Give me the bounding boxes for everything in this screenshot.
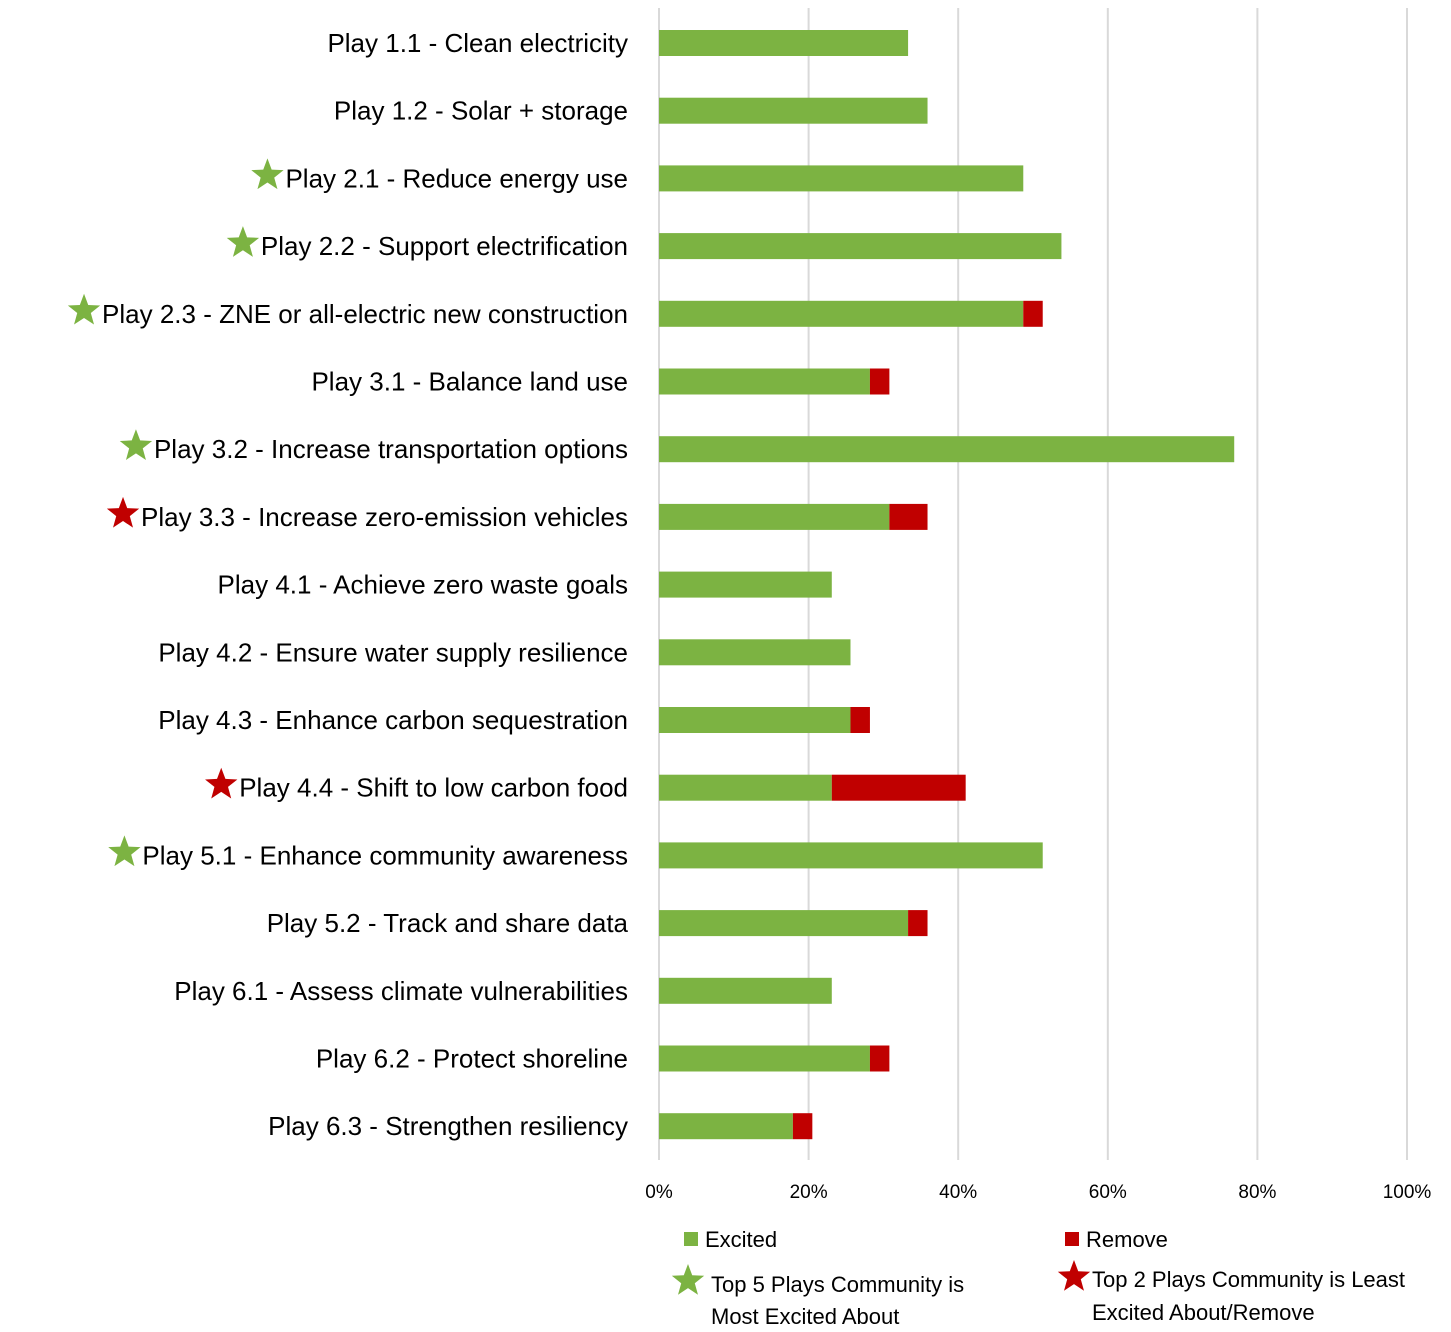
red-star-icon	[205, 767, 238, 799]
green-star-icon	[119, 429, 153, 460]
category-label: Play 2.2 - Support electrification	[261, 231, 628, 261]
bar-excited	[659, 436, 1235, 463]
legend-top5-label-line1: Top 5 Plays Community is	[711, 1272, 964, 1297]
green-star-icon	[108, 835, 141, 867]
bar-remove	[792, 1113, 813, 1140]
x-tick-label: 0%	[645, 1182, 673, 1203]
x-tick-label: 60%	[1089, 1182, 1127, 1203]
x-tick-label: 20%	[790, 1182, 828, 1203]
bar-excited	[659, 1113, 793, 1140]
bar-remove	[850, 707, 870, 733]
green-star-icon	[251, 158, 284, 190]
bar-excited	[659, 233, 1062, 260]
category-label: Play 4.2 - Ensure water supply resilienc…	[158, 637, 628, 667]
category-label: Play 1.1 - Clean electricity	[327, 28, 628, 58]
category-label: Play 6.1 - Assess climate vulnerabilitie…	[174, 976, 628, 1006]
bar-remove	[908, 910, 928, 937]
bar-excited	[659, 977, 832, 1004]
bar-remove	[831, 774, 966, 801]
legend-excited-label: Excited	[705, 1227, 777, 1252]
category-label: Play 3.1 - Balance land use	[311, 367, 628, 397]
legend-green-star-icon	[671, 1264, 705, 1295]
x-tick-label: 100%	[1383, 1182, 1432, 1203]
bar-excited	[659, 503, 890, 530]
x-tick-label: 40%	[939, 1182, 977, 1203]
bar-excited	[659, 97, 928, 124]
bar-remove	[889, 503, 928, 530]
bar-excited	[659, 639, 851, 666]
category-label: Play 6.3 - Strengthen resiliency	[268, 1111, 628, 1141]
legend-top2-label-line1: Top 2 Plays Community is Least	[1092, 1267, 1405, 1292]
green-star-icon	[226, 226, 260, 257]
x-tick-label: 80%	[1238, 1182, 1276, 1203]
legend-top2-label-line2: Excited About/Remove	[1092, 1300, 1315, 1325]
category-label: Play 5.1 - Enhance community awareness	[142, 840, 628, 870]
bar-excited	[659, 707, 851, 733]
category-label: Play 4.4 - Shift to low carbon food	[239, 773, 628, 803]
green-star-icon	[67, 293, 101, 325]
category-labels: Play 1.1 - Clean electricity Play 1.2 - S…	[67, 28, 629, 1141]
bar-excited	[659, 165, 1024, 192]
legend: Excited Remove Top 5 Plays Community is …	[671, 1227, 1405, 1329]
bar-excited	[659, 842, 1043, 869]
bar-remove	[869, 1045, 890, 1072]
bar-excited	[659, 1045, 870, 1072]
category-label: Play 2.3 - ZNE or all-electric new const…	[102, 299, 628, 329]
category-label: Play 2.1 - Reduce energy use	[285, 163, 628, 193]
bar-remove	[869, 368, 890, 395]
legend-top5-label-line2: Most Excited About	[711, 1304, 899, 1329]
category-label: Play 3.2 - Increase transportation optio…	[154, 434, 628, 464]
bar-excited	[659, 300, 1024, 327]
legend-remove-label: Remove	[1086, 1227, 1168, 1252]
legend-excited-swatch	[684, 1232, 698, 1246]
bars	[659, 30, 1235, 1140]
x-axis-ticks: 0% 20% 40% 60% 80% 100%	[645, 1182, 1431, 1203]
category-label: Play 4.3 - Enhance carbon sequestration	[158, 705, 628, 735]
category-label: Play 6.2 - Protect shoreline	[316, 1044, 628, 1074]
red-star-icon	[106, 496, 140, 528]
legend-remove-swatch	[1065, 1232, 1079, 1246]
category-label: Play 5.2 - Track and share data	[267, 908, 629, 938]
bar-excited	[659, 30, 909, 56]
legend-red-star-icon	[1057, 1260, 1091, 1291]
bar-excited	[659, 571, 832, 598]
category-label: Play 1.2 - Solar + storage	[334, 96, 628, 126]
bar-excited	[659, 368, 870, 395]
category-label: Play 4.1 - Achieve zero waste goals	[218, 570, 628, 600]
bar-remove	[1023, 300, 1043, 327]
gridlines	[658, 8, 1408, 1160]
bar-excited	[659, 910, 909, 937]
bar-excited	[659, 774, 832, 801]
category-label: Play 3.3 - Increase zero-emission vehicl…	[141, 502, 628, 532]
